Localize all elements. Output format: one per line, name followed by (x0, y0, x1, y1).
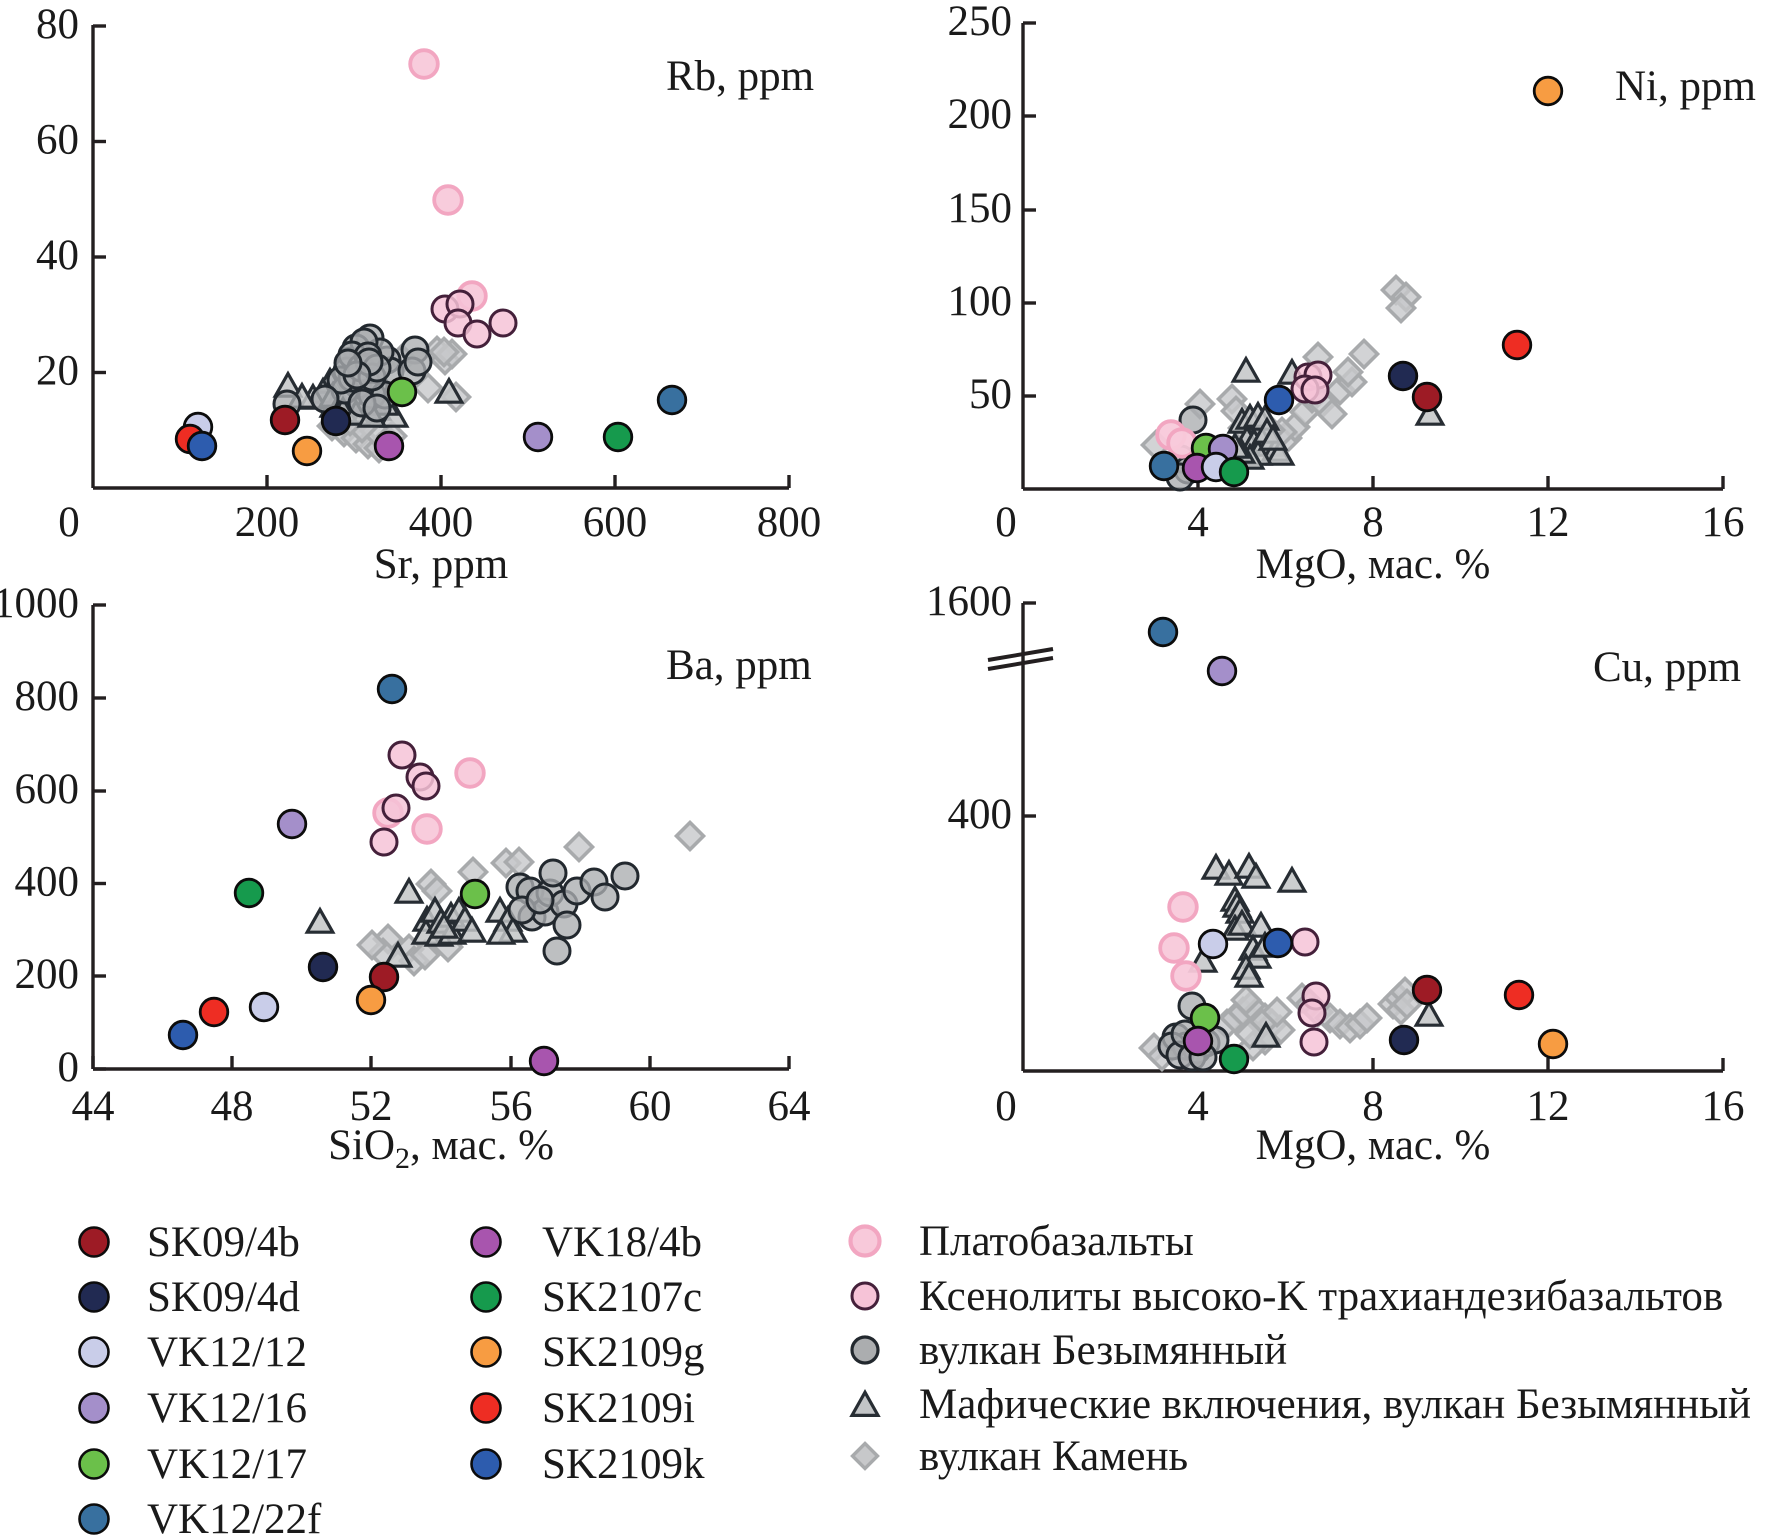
svg-text:400: 400 (15, 859, 80, 906)
svg-text:0: 0 (58, 499, 80, 546)
svg-text:0: 0 (58, 1044, 80, 1091)
svg-text:200: 200 (15, 951, 80, 998)
svg-text:SK2109k: SK2109k (542, 1441, 705, 1488)
svg-text:Ba, ppm: Ba, ppm (666, 642, 812, 689)
svg-text:SiO2, мас. %: SiO2, мас. % (328, 1122, 554, 1175)
svg-text:Мафические включения, вулкан Б: Мафические включения, вулкан Безымянный (919, 1381, 1751, 1428)
svg-text:SK09/4d: SK09/4d (147, 1274, 300, 1321)
svg-text:0: 0 (995, 1083, 1017, 1130)
svg-text:8: 8 (1362, 499, 1384, 546)
svg-text:MgO, мас. %: MgO, мас. % (1256, 541, 1491, 588)
svg-text:Ni, ppm: Ni, ppm (1615, 63, 1756, 110)
svg-text:1000: 1000 (0, 580, 79, 627)
svg-text:VK12/17: VK12/17 (147, 1441, 307, 1488)
svg-text:VK12/12: VK12/12 (147, 1329, 307, 1376)
svg-text:VK18/4b: VK18/4b (542, 1219, 702, 1266)
svg-text:600: 600 (583, 499, 648, 546)
svg-text:MgO, мас. %: MgO, мас. % (1256, 1122, 1491, 1169)
svg-text:48: 48 (211, 1083, 254, 1130)
svg-text:16: 16 (1702, 1083, 1745, 1130)
svg-text:VK12/22f: VK12/22f (147, 1496, 322, 1540)
svg-text:Платобазальты: Платобазальты (919, 1218, 1194, 1265)
svg-text:400: 400 (948, 791, 1013, 838)
svg-text:16: 16 (1702, 499, 1745, 546)
svg-text:56: 56 (490, 1083, 533, 1130)
svg-text:800: 800 (757, 499, 822, 546)
svg-text:Ксенолиты высоко-K трахиандези: Ксенолиты высоко-K трахиандезибазальтов (919, 1273, 1723, 1320)
svg-text:Cu, ppm: Cu, ppm (1593, 644, 1741, 691)
svg-text:VK12/16: VK12/16 (147, 1385, 307, 1432)
svg-text:250: 250 (948, 0, 1013, 45)
svg-text:SK2109i: SK2109i (542, 1385, 695, 1432)
svg-text:4: 4 (1187, 1083, 1209, 1130)
svg-text:20: 20 (36, 348, 79, 395)
svg-text:40: 40 (36, 232, 79, 279)
svg-text:60: 60 (629, 1083, 672, 1130)
svg-text:0: 0 (995, 499, 1017, 546)
svg-text:SK2107c: SK2107c (542, 1274, 702, 1321)
svg-text:50: 50 (969, 371, 1012, 418)
svg-text:80: 80 (36, 1, 79, 48)
svg-text:8: 8 (1362, 1083, 1384, 1130)
svg-text:вулкан Безымянный: вулкан Безымянный (919, 1327, 1287, 1374)
svg-text:4: 4 (1187, 499, 1209, 546)
svg-text:1600: 1600 (926, 578, 1012, 625)
svg-text:12: 12 (1527, 1083, 1570, 1130)
svg-text:64: 64 (768, 1083, 811, 1130)
svg-text:800: 800 (15, 673, 80, 720)
svg-text:12: 12 (1527, 499, 1570, 546)
svg-text:Rb, ppm: Rb, ppm (666, 53, 814, 100)
svg-text:SK2109g: SK2109g (542, 1329, 704, 1376)
svg-text:400: 400 (409, 499, 474, 546)
svg-text:44: 44 (72, 1083, 115, 1130)
svg-text:вулкан Камень: вулкан Камень (919, 1433, 1188, 1480)
svg-text:200: 200 (948, 91, 1013, 138)
svg-text:SK09/4b: SK09/4b (147, 1219, 300, 1266)
svg-text:60: 60 (36, 117, 79, 164)
svg-text:150: 150 (948, 185, 1013, 232)
svg-text:Sr, ppm: Sr, ppm (374, 541, 508, 588)
svg-text:52: 52 (350, 1083, 393, 1130)
svg-text:600: 600 (15, 766, 80, 813)
svg-text:100: 100 (948, 278, 1013, 325)
svg-text:200: 200 (235, 499, 300, 546)
